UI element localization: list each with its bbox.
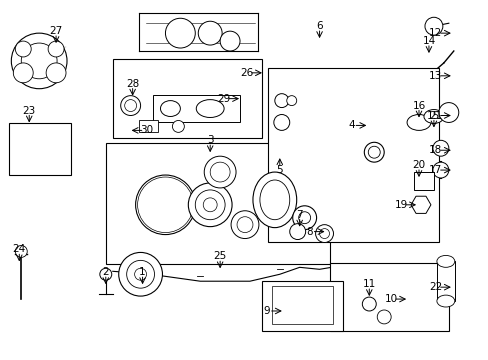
Text: 7: 7 [296,210,303,220]
Text: 25: 25 [213,251,226,261]
Text: 28: 28 [126,79,139,89]
Circle shape [15,41,31,57]
Text: 6: 6 [316,21,322,31]
Circle shape [220,31,240,51]
Circle shape [100,268,112,280]
Circle shape [286,96,296,105]
Text: 8: 8 [305,226,312,237]
Circle shape [124,100,136,112]
Bar [113,59,262,138]
Text: 15: 15 [427,111,440,121]
Circle shape [424,17,442,35]
Circle shape [364,142,384,162]
Bar [262,281,343,331]
Text: 14: 14 [422,36,435,46]
Text: 19: 19 [394,200,407,210]
Bar [267,68,438,242]
Polygon shape [410,196,430,213]
Ellipse shape [160,100,180,117]
Circle shape [237,217,252,233]
Circle shape [15,246,27,257]
Bar [105,143,329,264]
Text: 23: 23 [22,105,36,116]
Bar [329,264,448,331]
Text: 1: 1 [139,267,145,277]
Circle shape [315,225,333,243]
Circle shape [203,198,217,212]
Text: 13: 13 [428,71,442,81]
Ellipse shape [436,295,454,307]
Text: 9: 9 [263,306,270,316]
Text: 12: 12 [428,28,442,38]
Bar [413,172,433,190]
Circle shape [319,229,329,239]
Circle shape [143,183,187,227]
Text: 29: 29 [217,94,230,104]
Text: 20: 20 [411,160,425,170]
Circle shape [432,162,448,178]
Text: 17: 17 [428,165,442,175]
Circle shape [231,211,258,239]
Text: 5: 5 [276,165,283,175]
Circle shape [367,146,380,158]
Text: 24: 24 [13,244,26,255]
Circle shape [135,175,195,235]
Circle shape [198,21,222,45]
Ellipse shape [252,172,296,228]
Circle shape [172,121,184,132]
Text: 3: 3 [206,135,213,145]
Circle shape [273,114,289,130]
Bar [9,123,71,175]
Circle shape [134,268,146,280]
Circle shape [11,33,67,89]
Text: 26: 26 [240,68,253,78]
Circle shape [188,183,232,227]
Circle shape [21,43,57,79]
Circle shape [126,260,154,288]
Ellipse shape [196,100,224,117]
Circle shape [292,206,316,230]
Circle shape [438,103,458,122]
Circle shape [48,41,64,57]
Circle shape [298,212,310,224]
Text: 2: 2 [102,267,109,277]
Circle shape [210,162,230,182]
Circle shape [121,96,141,116]
Ellipse shape [406,114,430,130]
Circle shape [204,156,236,188]
Circle shape [165,18,195,48]
Circle shape [274,94,288,108]
Circle shape [119,252,162,296]
Text: 10: 10 [384,294,397,304]
Text: 22: 22 [428,282,442,292]
Ellipse shape [260,180,289,220]
Circle shape [432,140,448,156]
Text: 21: 21 [428,111,442,121]
Text: 4: 4 [347,121,354,130]
Text: 16: 16 [411,100,425,111]
Circle shape [155,195,175,215]
Ellipse shape [436,255,454,267]
Text: 30: 30 [140,125,153,135]
Ellipse shape [423,109,443,123]
Circle shape [376,310,390,324]
Circle shape [46,63,66,83]
Text: 11: 11 [362,279,375,289]
Text: 18: 18 [428,145,442,155]
Bar [436,261,454,301]
Circle shape [137,177,193,233]
Bar [271,286,333,324]
Circle shape [13,63,33,83]
Text: 27: 27 [49,26,62,36]
Bar [152,95,240,122]
Circle shape [362,297,375,311]
Bar [138,121,158,132]
Circle shape [195,190,224,220]
Circle shape [289,224,305,239]
